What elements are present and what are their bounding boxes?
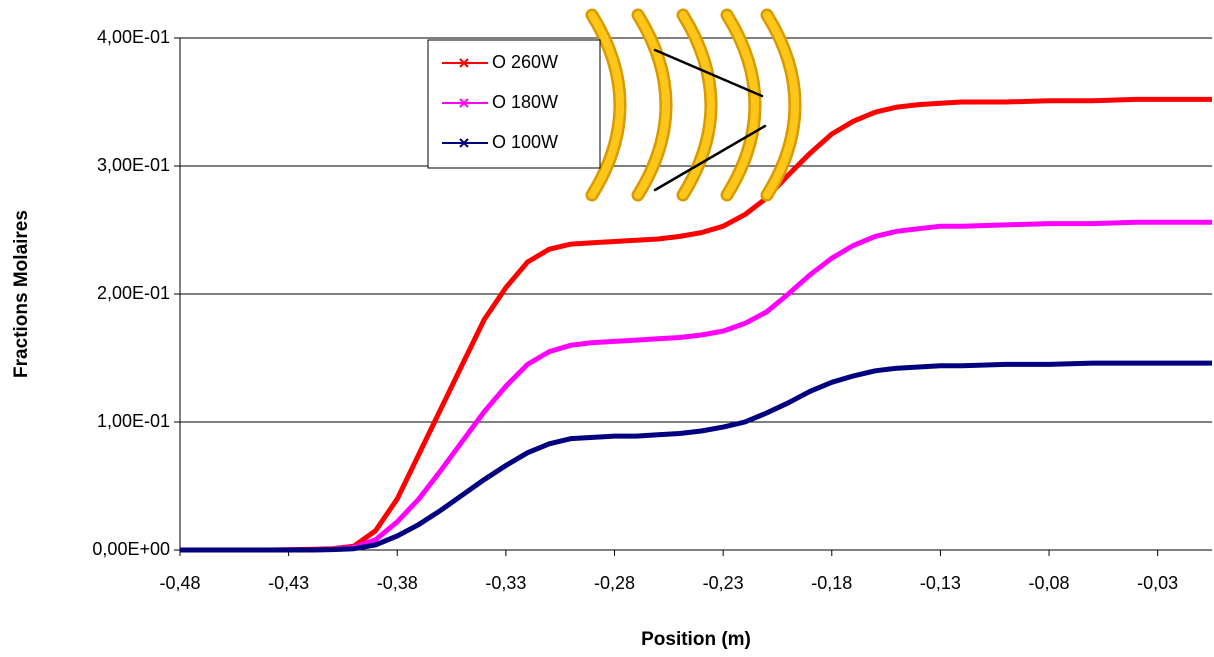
x-tick-label: -0,18 — [811, 573, 852, 593]
x-tick-label: -0,43 — [268, 573, 309, 593]
legend: O 260W O 180W O 100W — [427, 39, 601, 169]
legend-marker — [459, 58, 469, 68]
x-tick-label: -0,03 — [1137, 573, 1178, 593]
coil-illustration — [585, 8, 802, 202]
y-tick-label: 3,00E-01 — [97, 155, 170, 175]
legend-label: O 100W — [492, 132, 558, 152]
x-axis-title: Position (m) — [641, 629, 751, 650]
x-tick-label: -0,28 — [594, 573, 635, 593]
x-tick-label: -0,13 — [920, 573, 961, 593]
x-tick-label: -0,38 — [377, 573, 418, 593]
x-tick-label: -0,48 — [159, 573, 200, 593]
legend-label: O 260W — [492, 52, 558, 72]
legend-marker — [459, 138, 469, 148]
y-tick-label: 0,00E+00 — [92, 539, 170, 559]
y-tick-label: 4,00E-01 — [97, 27, 170, 47]
legend-label: O 180W — [492, 92, 558, 112]
y-tick-label: 1,00E-01 — [97, 411, 170, 431]
series-line — [180, 360, 1212, 553]
x-tick-label: -0,08 — [1029, 573, 1070, 593]
y-axis-title: Fractions Molaires — [11, 210, 32, 378]
x-tick-label: -0,23 — [703, 573, 744, 593]
series-line — [180, 96, 1212, 553]
y-tick-label: 2,00E-01 — [97, 283, 170, 303]
x-tick-label: -0,33 — [485, 573, 526, 593]
legend-marker — [459, 98, 469, 108]
plot-area: 0,00E+00 1,00E-01 2,00E-01 3,00E-01 4,00E-01… — [92, 27, 1212, 593]
series-line — [180, 219, 1212, 553]
